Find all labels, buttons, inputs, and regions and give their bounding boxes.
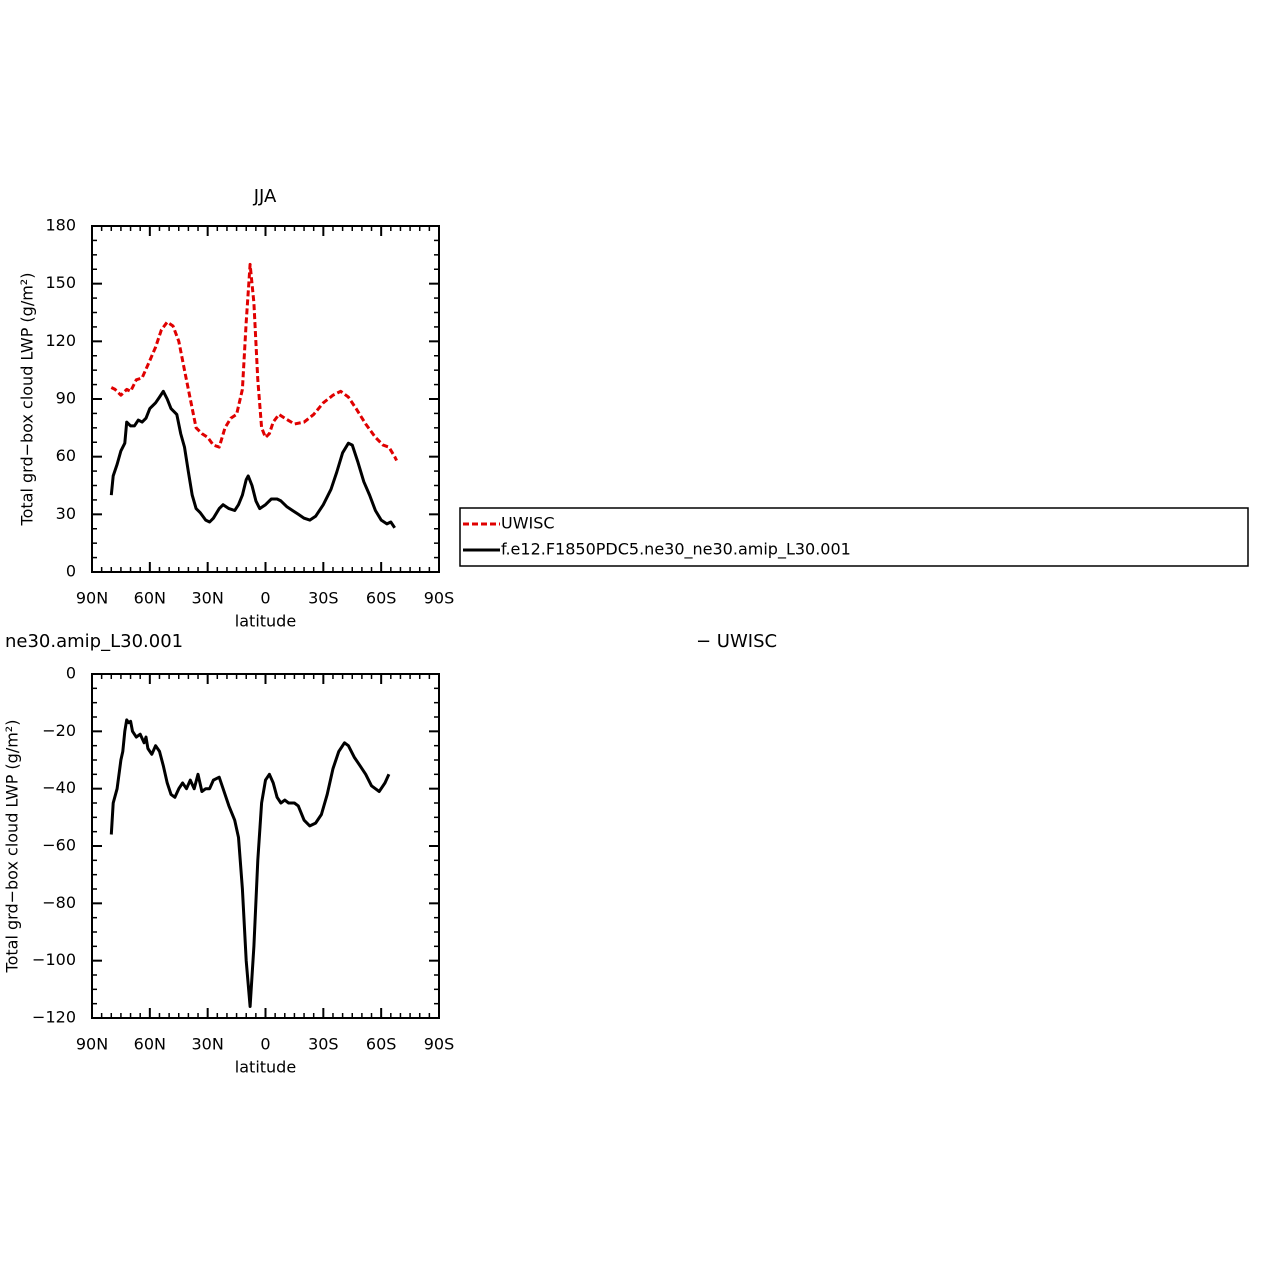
x-tick-label: 30S <box>308 589 339 608</box>
y-tick-label: 30 <box>56 504 76 523</box>
y-tick-label: 150 <box>45 273 76 292</box>
panel: ne30.amip_L30.001 latitude Total grd−box c… <box>3 631 778 1077</box>
data-line <box>110 262 398 462</box>
y-tick-label: 60 <box>56 446 76 465</box>
x-tick-label: 60S <box>366 1035 397 1054</box>
y-tick-label: 120 <box>45 331 76 350</box>
legend-box <box>459 507 1249 567</box>
annotation: − UWISC <box>696 631 777 652</box>
x-tick-label: 0 <box>260 589 270 608</box>
x-tick-label: 30N <box>192 1035 224 1054</box>
y-tick-label: −60 <box>42 836 76 855</box>
chart-title: JJA <box>253 186 277 207</box>
x-axis-label: latitude <box>235 612 296 631</box>
legend-label: f.e12.F1850PDC5.ne30_ne30.amip_L30.001 <box>501 540 851 560</box>
x-tick-label: 90S <box>424 1035 455 1054</box>
panel: JJA latitude Total grd−box cloud LWP (g/m²… <box>18 186 1249 631</box>
y-axis-label: Total grd−box cloud LWP (g/m²) <box>3 720 22 974</box>
x-tick-label: 60N <box>134 1035 166 1054</box>
y-tick-label: 0 <box>66 562 76 581</box>
chart-title: ne30.amip_L30.001 <box>5 631 183 652</box>
x-tick-label: 30S <box>308 1035 339 1054</box>
x-tick-label: 90N <box>76 589 108 608</box>
y-tick-label: −100 <box>32 950 76 969</box>
y-tick-label: 180 <box>45 216 76 235</box>
x-tick-label: 60N <box>134 589 166 608</box>
legend-label: UWISC <box>501 514 555 533</box>
data-line <box>109 718 391 1008</box>
plot-frame <box>91 225 440 573</box>
y-tick-label: −40 <box>42 778 76 797</box>
x-tick-label: 30N <box>192 589 224 608</box>
plot-frame <box>91 673 440 1019</box>
x-axis-label: latitude <box>235 1058 296 1077</box>
y-axis-label: Total grd−box cloud LWP (g/m²) <box>18 273 37 527</box>
x-tick-label: 0 <box>260 1035 270 1054</box>
x-tick-label: 60S <box>366 589 397 608</box>
x-tick-label: 90N <box>76 1035 108 1054</box>
y-tick-label: 0 <box>66 664 76 683</box>
data-line <box>109 389 396 529</box>
y-tick-label: 90 <box>56 389 76 408</box>
y-tick-label: −20 <box>42 721 76 740</box>
y-tick-label: −80 <box>42 893 76 912</box>
y-tick-label: −120 <box>32 1008 76 1027</box>
x-tick-label: 90S <box>424 589 455 608</box>
